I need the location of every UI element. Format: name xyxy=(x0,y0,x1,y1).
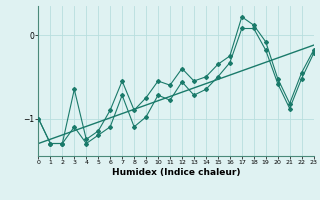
X-axis label: Humidex (Indice chaleur): Humidex (Indice chaleur) xyxy=(112,168,240,177)
